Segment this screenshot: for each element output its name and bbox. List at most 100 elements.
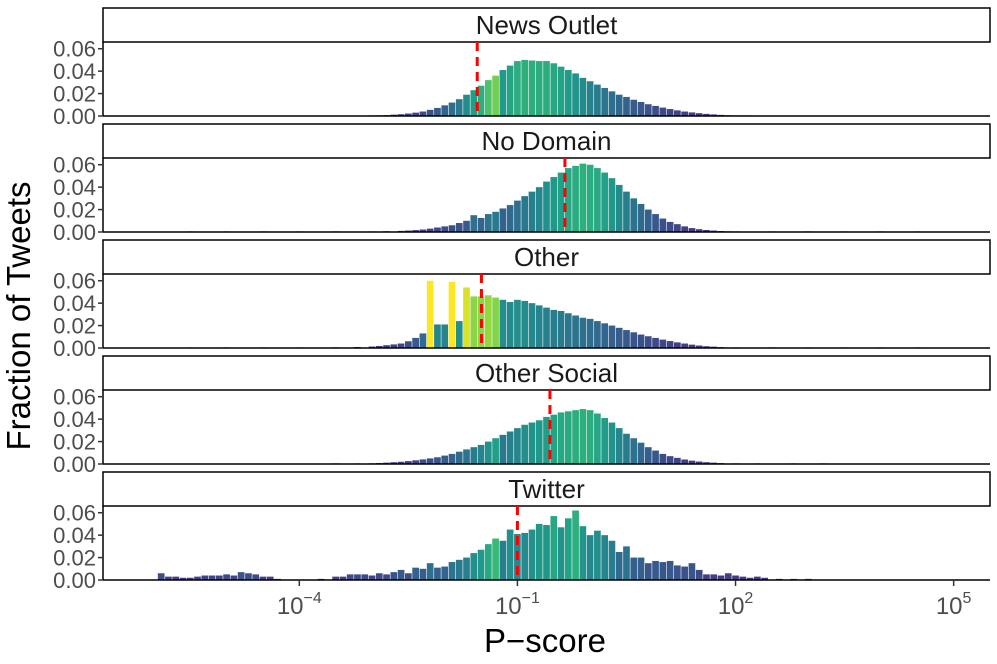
histogram-bar [208, 575, 216, 580]
histogram-bar [470, 296, 478, 348]
histogram-bar [754, 576, 761, 580]
histogram-bar [630, 198, 638, 232]
facet-strip [102, 7, 991, 43]
histogram-bar [434, 457, 441, 464]
histogram-bar [441, 455, 449, 464]
histogram-bar [514, 61, 521, 116]
histogram-bar [223, 574, 230, 580]
histogram-bar [608, 325, 616, 348]
histogram-bar [601, 172, 609, 232]
y-axis-label: Fraction of Tweets [0, 181, 37, 450]
histogram-bar [688, 228, 696, 232]
histogram-bar [703, 346, 710, 348]
histogram-bar [703, 462, 710, 464]
histogram-bar [608, 178, 616, 232]
histogram-bar [594, 84, 601, 116]
histogram-bar [543, 416, 550, 464]
histogram-bar [637, 203, 645, 232]
histogram-bar [463, 449, 470, 464]
y-tick-label: 0.06 [53, 269, 96, 294]
histogram-bar [506, 529, 514, 580]
histogram-bar [564, 518, 572, 580]
histogram-bar [608, 422, 616, 464]
histogram-bar [630, 99, 638, 116]
histogram-bar [521, 532, 529, 580]
histogram-bar [637, 442, 645, 464]
histogram-bar [572, 410, 579, 464]
histogram-bar [514, 428, 521, 464]
histogram-bar [397, 343, 405, 348]
histogram-bar [579, 77, 587, 116]
histogram-bar [426, 228, 434, 232]
histogram-bar [550, 309, 558, 348]
histogram-bar [586, 164, 594, 232]
histogram-bar [484, 295, 492, 348]
histogram-bar [572, 315, 579, 348]
histogram-bar [637, 101, 645, 116]
histogram-bars [186, 163, 921, 232]
histogram-bar [688, 112, 696, 116]
histogram-bar [499, 434, 507, 464]
histogram-bar [644, 336, 652, 348]
histogram-bar [397, 461, 405, 464]
histogram-bar [630, 557, 638, 580]
histogram-bar [390, 344, 398, 348]
y-tick-label: 0.00 [53, 568, 96, 593]
histogram-bar [572, 165, 579, 232]
histogram-bar [230, 575, 238, 580]
histogram-bar [681, 111, 688, 116]
histogram-bar [528, 529, 536, 580]
histogram-bar [455, 559, 463, 580]
x-axis: 10−4 10−1 102 105 [277, 580, 972, 620]
histogram-bar [550, 414, 558, 464]
histogram-bar [623, 96, 630, 116]
histogram-bar [644, 209, 652, 232]
histogram-bar [535, 187, 543, 232]
histogram-bar [397, 114, 405, 116]
histogram-bar [470, 447, 478, 464]
y-tick-label: 0.02 [53, 314, 96, 339]
histogram-bar [586, 318, 594, 348]
histogram-bar [252, 574, 260, 580]
histogram-bar [579, 317, 587, 348]
histogram-bar [681, 566, 688, 580]
panel-no-domain: No Domain 0.000.020.040.06 [53, 123, 991, 245]
histogram-bar [426, 458, 434, 464]
histogram-bar [412, 337, 419, 348]
histogram-bar [695, 113, 703, 116]
histogram-bar [579, 526, 587, 580]
histogram-bar [412, 112, 419, 116]
facet-strip [102, 123, 991, 159]
histogram-bar [688, 344, 696, 348]
panel-twitter: Twitter 0.000.020.040.06 [53, 471, 991, 593]
histogram-bar [492, 297, 499, 348]
facet-strip [102, 239, 991, 275]
histogram-bar [666, 560, 674, 580]
facet-strip [102, 355, 991, 391]
histogram-bar [492, 211, 499, 232]
histogram-bar [405, 113, 412, 116]
histogram-bar [579, 163, 587, 232]
histogram-bar [397, 569, 405, 580]
histogram-bar [499, 299, 507, 348]
histogram-bar [695, 345, 703, 348]
histogram-bar [615, 94, 623, 116]
histogram-bar [594, 168, 601, 232]
histogram-bar [499, 208, 507, 232]
y-tick-label: 0.02 [53, 430, 96, 455]
histogram-bar [615, 327, 623, 348]
histogram-bar [419, 568, 427, 580]
histogram-bar [674, 457, 681, 464]
y-tick-label: 0.00 [53, 220, 96, 245]
histogram-bar [652, 105, 659, 116]
histogram-bar [572, 73, 579, 116]
histogram-bar [564, 411, 572, 464]
histogram-bar [586, 410, 594, 464]
histogram-bar [354, 574, 361, 580]
histogram-bar [601, 535, 609, 580]
histogram-bar [492, 538, 499, 580]
histogram-bar [179, 577, 187, 580]
histogram-bar [623, 330, 630, 348]
histogram-bar [448, 453, 456, 464]
panel-news-outlet: News Outlet 0.000.020.040.06 [53, 7, 991, 129]
